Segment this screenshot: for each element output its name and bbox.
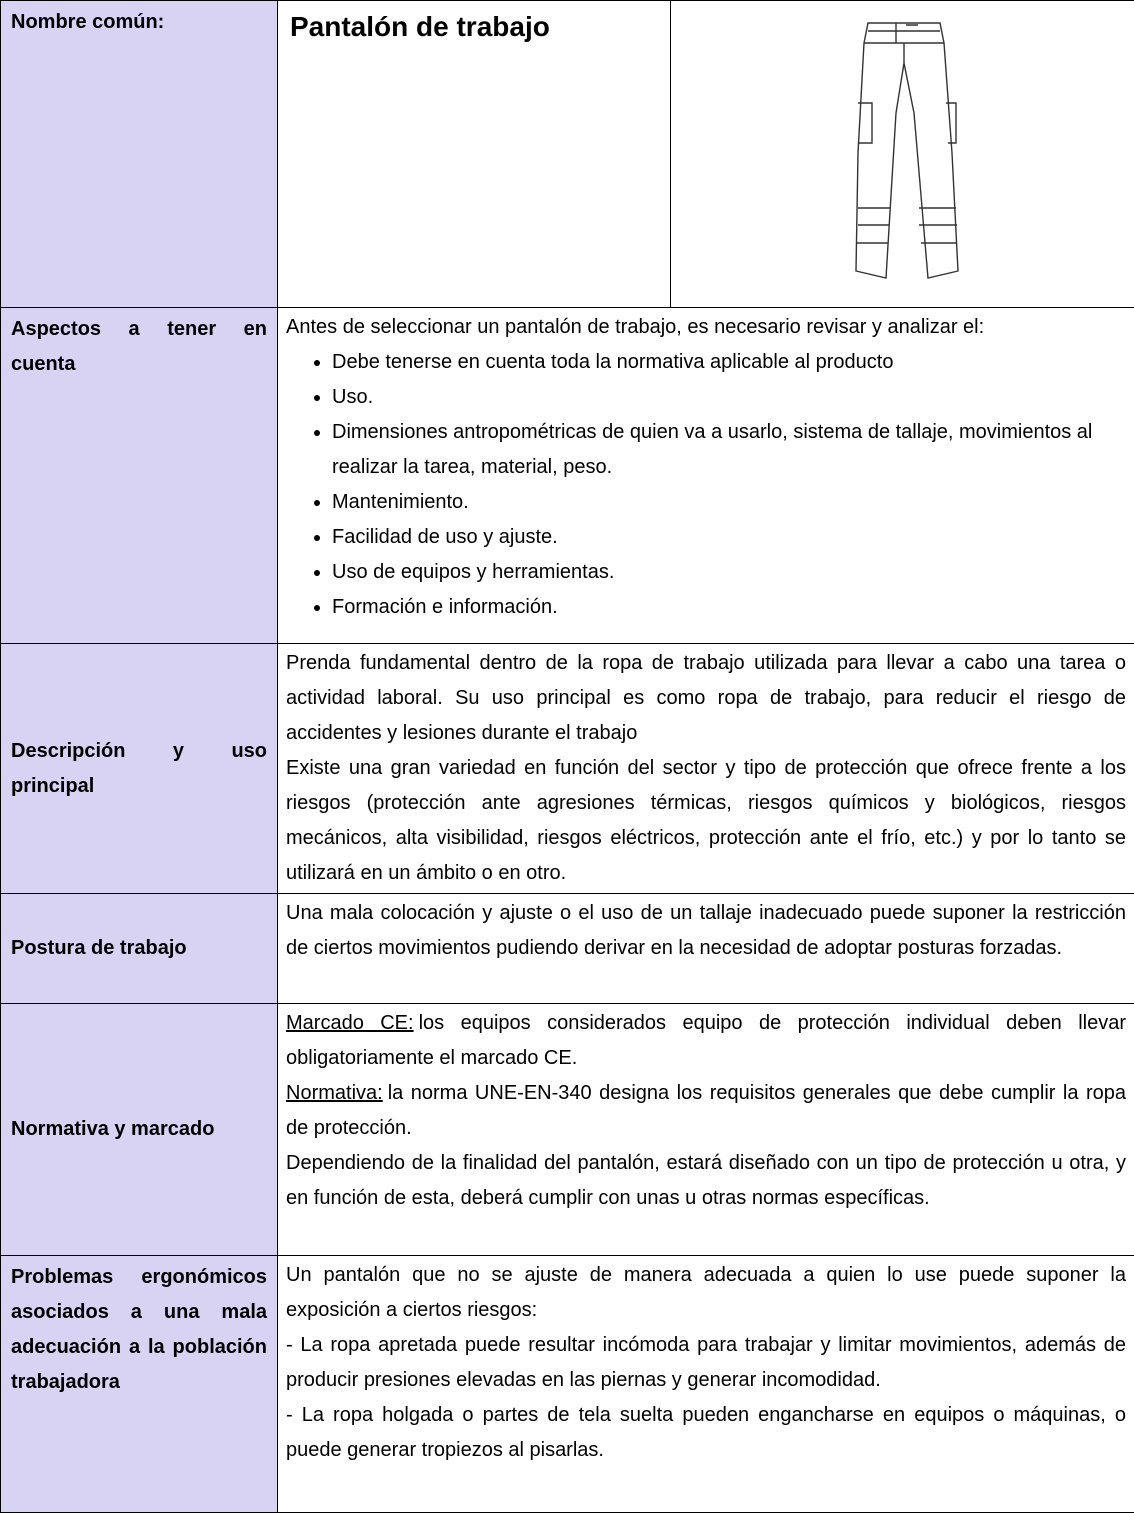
paragraph-text: - La ropa apretada puede resultar incómo… bbox=[286, 1334, 1126, 1391]
underlined-lead: Marcado CE: bbox=[286, 1012, 414, 1034]
row-content: Antes de seleccionar un pantalón de trab… bbox=[278, 308, 1134, 644]
bullet-item: Uso de equipos y herramientas. bbox=[332, 555, 1126, 590]
bullet-item: Mantenimiento. bbox=[332, 485, 1126, 520]
paragraph-text: - La ropa holgada o partes de tela suelt… bbox=[286, 1404, 1126, 1461]
paragraph: - La ropa apretada puede resultar incómo… bbox=[286, 1328, 1126, 1398]
page: {"header": {"label": "Nombre común:", "t… bbox=[0, 0, 1134, 1427]
bullet-item: Debe tenerse en cuenta toda la normativa… bbox=[332, 345, 1126, 380]
paragraph: Dependiendo de la finalidad del pantalón… bbox=[286, 1146, 1126, 1216]
header-label: Nombre común: bbox=[1, 1, 278, 308]
bullet-list: Debe tenerse en cuenta toda la normativa… bbox=[286, 345, 1126, 625]
header-title: Pantalón de trabajo bbox=[278, 1, 671, 308]
row-content: Prenda fundamental dentro de la ropa de … bbox=[278, 644, 1134, 894]
paragraph: Una mala colocación y ajuste o el uso de… bbox=[286, 896, 1126, 966]
underlined-lead: Normativa: bbox=[286, 1082, 383, 1104]
bullet-item: Formación e información. bbox=[332, 590, 1126, 625]
paragraph: Prenda fundamental dentro de la ropa de … bbox=[286, 646, 1126, 751]
header-row: Nombre común: Pantalón de trabajo bbox=[1, 1, 1134, 308]
paragraph: Marcado CE:los equipos considerados equi… bbox=[286, 1006, 1126, 1076]
paragraph-text: la norma UNE-EN-340 designa los requisit… bbox=[286, 1082, 1126, 1139]
image-cell bbox=[671, 1, 1134, 308]
row-label: Normativa y marcado bbox=[1, 1004, 278, 1256]
paragraph: - La ropa holgada o partes de tela suelt… bbox=[286, 1398, 1126, 1468]
paragraph-text: Prenda fundamental dentro de la ropa de … bbox=[286, 652, 1126, 744]
row-label: Aspectos a tener en cuenta bbox=[1, 308, 278, 644]
bullet-item: Uso. bbox=[332, 380, 1126, 415]
row: Problemas ergonómicos asociados a una ma… bbox=[1, 1256, 1134, 1513]
row-label: Descripción y uso principal bbox=[1, 644, 278, 894]
row-label: Problemas ergonómicos asociados a una ma… bbox=[1, 1256, 278, 1513]
paragraph-text: Un pantalón que no se ajuste de manera a… bbox=[286, 1264, 1126, 1321]
pants-illustration bbox=[828, 3, 978, 293]
row-content: Marcado CE:los equipos considerados equi… bbox=[278, 1004, 1134, 1256]
paragraph: Un pantalón que no se ajuste de manera a… bbox=[286, 1258, 1126, 1328]
paragraph-text: Dependiendo de la finalidad del pantalón… bbox=[286, 1152, 1126, 1209]
intro: Antes de seleccionar un pantalón de trab… bbox=[286, 310, 1126, 345]
paragraph-text: Existe una gran variedad en función del … bbox=[286, 757, 1126, 884]
bullet-item: Dimensiones antropométricas de quien va … bbox=[332, 415, 1126, 485]
row-label: Postura de trabajo bbox=[1, 894, 278, 1004]
row-content: Una mala colocación y ajuste o el uso de… bbox=[278, 894, 1134, 1004]
paragraph-text: Una mala colocación y ajuste o el uso de… bbox=[286, 902, 1126, 959]
row-content: Un pantalón que no se ajuste de manera a… bbox=[278, 1256, 1134, 1513]
paragraph: Existe una gran variedad en función del … bbox=[286, 751, 1126, 891]
paragraph: Normativa:la norma UNE-EN-340 designa lo… bbox=[286, 1076, 1126, 1146]
bullet-item: Facilidad de uso y ajuste. bbox=[332, 520, 1126, 555]
